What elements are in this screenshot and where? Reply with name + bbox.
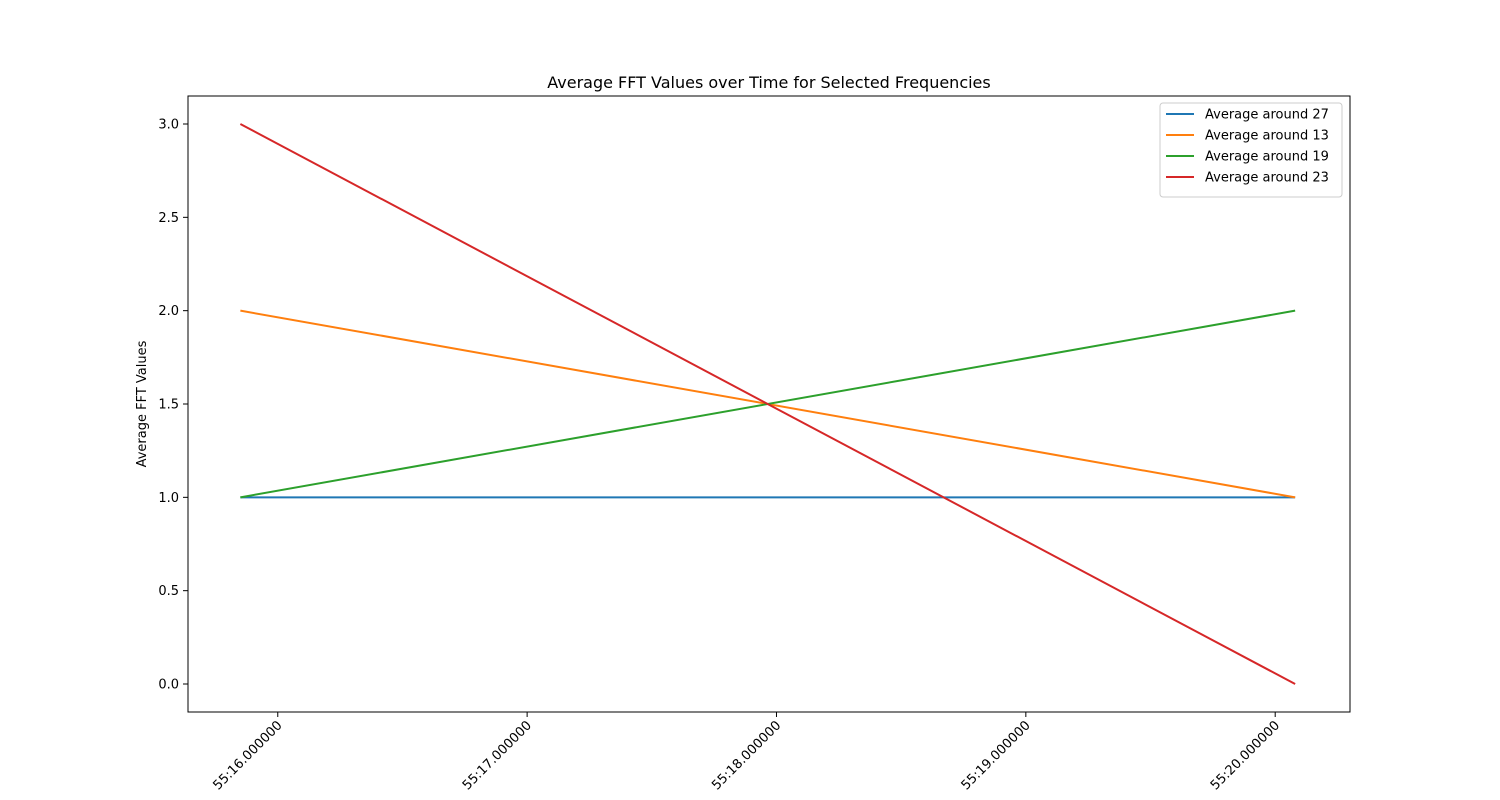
x-tick-label: 55:16.000000 bbox=[210, 718, 285, 793]
y-tick-label: 2.5 bbox=[158, 211, 179, 226]
series-line-4 bbox=[239, 123, 1296, 685]
legend-box bbox=[1159, 102, 1343, 198]
x-tick-label: 55:17.000000 bbox=[460, 718, 535, 793]
legend-label: Average around 27 bbox=[1205, 108, 1329, 123]
x-tick-label: 55:20.000000 bbox=[1208, 718, 1283, 793]
y-tick-label: 2.0 bbox=[158, 304, 179, 319]
legend-label: Average around 13 bbox=[1205, 129, 1329, 144]
x-tick-label: 55:19.000000 bbox=[959, 718, 1034, 793]
y-tick-label: 3.0 bbox=[158, 118, 179, 133]
x-tick-label: 55:18.000000 bbox=[709, 718, 784, 793]
legend-label: Average around 19 bbox=[1205, 150, 1329, 165]
plot-area: 0.0 0.5 1.0 1.5 2.0 2.5 3.0 55:16.000000 55:17.0… bbox=[158, 95, 1351, 793]
y-tick-label: 0.0 bbox=[158, 678, 179, 693]
y-axis-label: Average FFT Values bbox=[135, 340, 150, 467]
legend: Average around 27 Average around 13 Averag… bbox=[1159, 102, 1343, 198]
y-tick-label: 1.0 bbox=[158, 491, 179, 506]
chart-title: Average FFT Values over Time for Selecte… bbox=[547, 73, 990, 92]
y-tick-label: 1.5 bbox=[158, 398, 179, 413]
legend-label: Average around 23 bbox=[1205, 171, 1329, 186]
y-tick-label: 0.5 bbox=[158, 584, 179, 599]
